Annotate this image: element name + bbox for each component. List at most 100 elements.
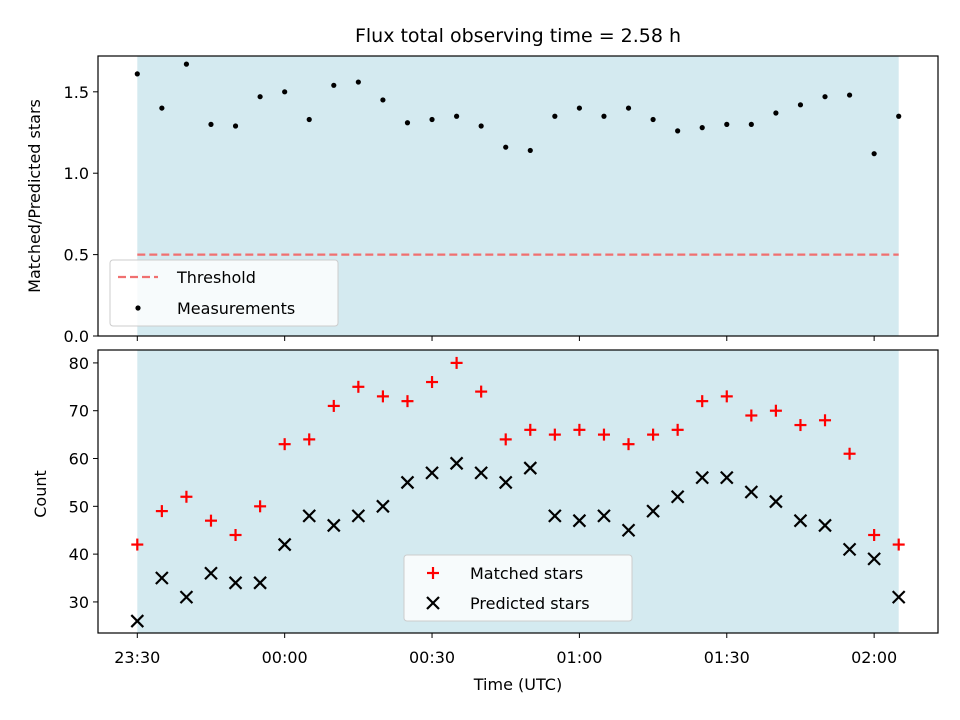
matched-star-point	[524, 423, 537, 436]
measurement-point	[527, 147, 533, 154]
top-y-tick-label: 0.5	[64, 246, 89, 265]
bottom-y-axis-label: Count	[31, 470, 50, 518]
x-tick-label: 00:30	[409, 648, 455, 667]
top-chart: Flux total observing time = 2.58 h 0.0 0.…	[25, 25, 939, 346]
predicted-star-point	[277, 537, 292, 552]
predicted-star-point	[400, 475, 415, 490]
bottom-y-tick-label: 40	[69, 545, 89, 564]
predicted-star-point	[670, 489, 685, 504]
measurement-point	[159, 105, 165, 111]
bottom-y-tick-label: 50	[69, 497, 89, 516]
predicted-star-point	[597, 509, 611, 523]
top-y-tick-label: 1.0	[64, 164, 89, 183]
predicted-star-point	[179, 590, 194, 604]
predicted-star-point	[867, 552, 881, 566]
measurement-point	[331, 82, 337, 88]
measurement-point	[257, 94, 263, 100]
measurement-point	[724, 121, 730, 127]
x-tick-label: 02:00	[851, 648, 897, 667]
predicted-star-point	[793, 513, 808, 528]
bottom-y-tick-label: 60	[69, 450, 89, 469]
measurement-point	[748, 121, 754, 127]
matched-star-point	[548, 428, 561, 441]
matched-star-point	[327, 399, 340, 412]
predicted-star-point	[548, 509, 562, 523]
bottom-legend-box	[403, 554, 633, 622]
predicted-star-point	[769, 494, 783, 509]
top-plot-frame	[97, 55, 939, 337]
measurements-legend-swatch	[135, 305, 141, 311]
measurement-point	[232, 123, 239, 129]
matched-star-point	[352, 380, 365, 393]
matched-star-point	[819, 414, 832, 427]
matched-star-point	[450, 356, 463, 369]
measurement-point	[208, 121, 214, 127]
matched-star-point	[278, 438, 291, 451]
measurement-point	[650, 116, 656, 123]
bottom-y-tick-label: 30	[69, 593, 89, 612]
measurements-legend-label: Measurements	[177, 299, 295, 318]
matched-star-point	[254, 500, 267, 513]
measurement-point	[822, 94, 828, 100]
predicted-star-point	[744, 485, 759, 499]
measurement-point	[846, 92, 853, 98]
measurement-point	[797, 102, 804, 108]
predicted-star-point	[376, 499, 390, 514]
matched-star-point	[622, 438, 635, 451]
predicted-star-point	[351, 509, 366, 523]
matched-star-point	[745, 409, 758, 422]
measurement-point	[896, 113, 902, 119]
bottom-y-tick-label: 70	[69, 402, 89, 421]
measurement-point	[699, 125, 705, 131]
bottom-legend: Matched stars Predicted stars	[403, 554, 633, 622]
top-y-axis-label: Matched/Predicted stars	[25, 99, 44, 293]
predicted-star-point	[646, 504, 660, 518]
measurement-point	[453, 113, 460, 119]
matched-star-point	[892, 538, 905, 551]
predicted-star-point	[130, 614, 145, 628]
matched-legend-swatch	[427, 567, 439, 579]
chart-title: Flux total observing time = 2.58 h	[355, 25, 681, 47]
matched-star-point	[401, 395, 414, 408]
top-legend: Threshold Measurements	[109, 259, 339, 327]
x-tick-label: 01:30	[704, 648, 750, 667]
predicted-star-point	[719, 470, 734, 485]
measurement-point	[871, 151, 877, 157]
measurement-point	[576, 105, 583, 111]
predicted-star-point	[818, 518, 832, 533]
matched-star-point	[769, 404, 782, 417]
predicted-star-point	[155, 571, 169, 585]
predicted-star-point	[523, 461, 538, 475]
matched-star-point	[573, 423, 586, 436]
matched-star-point	[180, 490, 193, 503]
measurement-point	[355, 79, 361, 85]
matched-star-point	[597, 428, 610, 441]
predicted-star-point	[228, 576, 243, 590]
matched-star-point	[303, 433, 316, 446]
matched-star-point	[131, 538, 144, 551]
predicted-star-point	[842, 542, 857, 557]
measurement-point	[675, 128, 681, 134]
threshold-legend-label: Threshold	[176, 268, 256, 287]
measurement-point	[404, 120, 411, 126]
measurement-point	[380, 97, 386, 103]
measurement-point	[478, 123, 484, 129]
matched-legend-label: Matched stars	[470, 564, 583, 583]
x-tick-label: 01:00	[556, 648, 602, 667]
matched-star-point	[647, 428, 660, 441]
predicted-star-point	[695, 470, 709, 485]
predicted-legend-swatch	[426, 596, 440, 610]
matched-star-point	[426, 376, 439, 389]
bottom-y-tick-label: 80	[69, 354, 89, 373]
predicted-star-point	[621, 523, 636, 537]
matched-star-point	[204, 514, 217, 527]
predicted-star-point	[204, 566, 218, 581]
matched-star-point	[229, 529, 242, 542]
matched-star-point	[794, 419, 807, 432]
measurement-point	[282, 89, 288, 95]
measurement-point	[601, 113, 607, 119]
matched-star-point	[376, 390, 389, 403]
measurement-point	[552, 113, 558, 119]
predicted-star-point	[498, 475, 513, 490]
